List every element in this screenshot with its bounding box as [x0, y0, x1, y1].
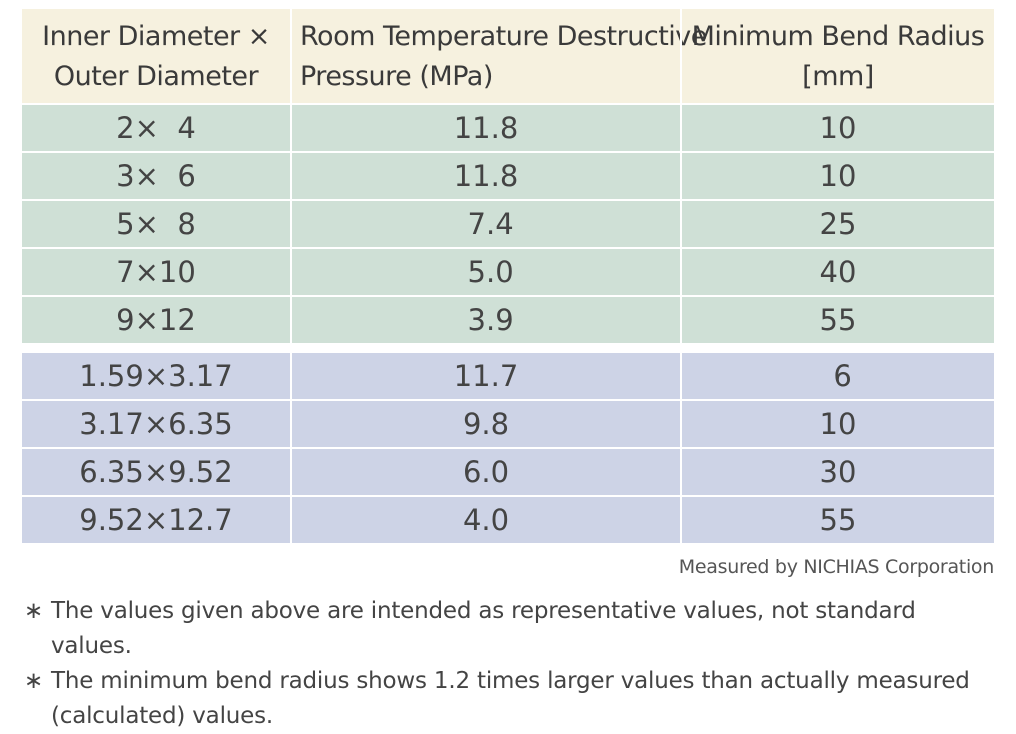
diameter-cell: 9×12 [116, 303, 196, 337]
measured-by-credit: Measured by NICHIAS Corporation [678, 556, 995, 578]
bend-radius-cell: 10 [819, 407, 857, 441]
pressure-cell: 5.0 [458, 255, 514, 289]
pressure-cell: 11.7 [453, 359, 519, 393]
bend-radius-cell: 10 [819, 111, 857, 145]
pressure-cell: 11.8 [453, 111, 519, 145]
header-diameter: Inner Diameter × Outer Diameter [42, 21, 270, 92]
table-row: 3.17×6.35 9.8 10 [22, 401, 994, 447]
diameter-cell: 3.17×6.35 [79, 407, 233, 441]
bend-radius-cell: 40 [819, 255, 857, 289]
table-row: 9.52×12.7 4.0 55 [22, 497, 994, 543]
bend-radius-cell: 10 [819, 159, 857, 193]
footnote-text: The minimum bend radius shows 1.2 times … [51, 668, 970, 729]
bend-radius-cell: 6 [824, 359, 852, 393]
header-pressure: Room Temperature Destructive Pressure (M… [300, 21, 707, 92]
pressure-cell: 3.9 [458, 303, 514, 337]
table-row: 6.35×9.52 6.0 30 [22, 449, 994, 495]
asterisk-icon: ∗ [24, 598, 44, 624]
pressure-cell: 11.8 [453, 159, 519, 193]
table-row: 7×10 5.0 40 [22, 249, 994, 295]
footnote: ∗ The minimum bend radius shows 1.2 time… [24, 664, 984, 734]
pressure-cell: 6.0 [462, 455, 510, 489]
pressure-table: Inner Diameter × Outer Diameter Room Tem… [22, 9, 994, 543]
pressure-cell: 4.0 [462, 503, 510, 537]
diameter-cell: 3× 6 [116, 159, 196, 193]
footnotes: ∗ The values given above are intended as… [24, 594, 984, 734]
bend-radius-cell: 55 [819, 303, 857, 337]
table-row: 9×12 3.9 55 [22, 297, 994, 343]
bend-radius-cell: 30 [819, 455, 857, 489]
bend-radius-cell: 25 [819, 207, 857, 241]
pressure-cell: 9.8 [462, 407, 510, 441]
table-row: 5× 8 7.4 25 [22, 201, 994, 247]
asterisk-icon: ∗ [24, 668, 44, 694]
diameter-cell: 9.52×12.7 [79, 503, 233, 537]
header-bend-radius: Minimum Bend Radius [mm] [691, 21, 985, 92]
diameter-cell: 5× 8 [116, 207, 196, 241]
pressure-cell: 7.4 [458, 207, 514, 241]
diameter-cell: 2× 4 [116, 111, 196, 145]
bend-radius-cell: 55 [819, 503, 857, 537]
table-header: Inner Diameter × Outer Diameter Room Tem… [22, 9, 994, 103]
diameter-cell: 7×10 [116, 255, 196, 289]
table-row: 3× 6 11.8 10 [22, 153, 994, 199]
table-row: 2× 4 11.8 10 [22, 105, 994, 151]
footnote: ∗ The values given above are intended as… [24, 594, 984, 664]
footnote-text: The values given above are intended as r… [51, 598, 916, 659]
diameter-cell: 6.35×9.52 [79, 455, 233, 489]
table-row: 1.59×3.17 11.7 6 [22, 353, 994, 399]
diameter-cell: 1.59×3.17 [79, 359, 233, 393]
